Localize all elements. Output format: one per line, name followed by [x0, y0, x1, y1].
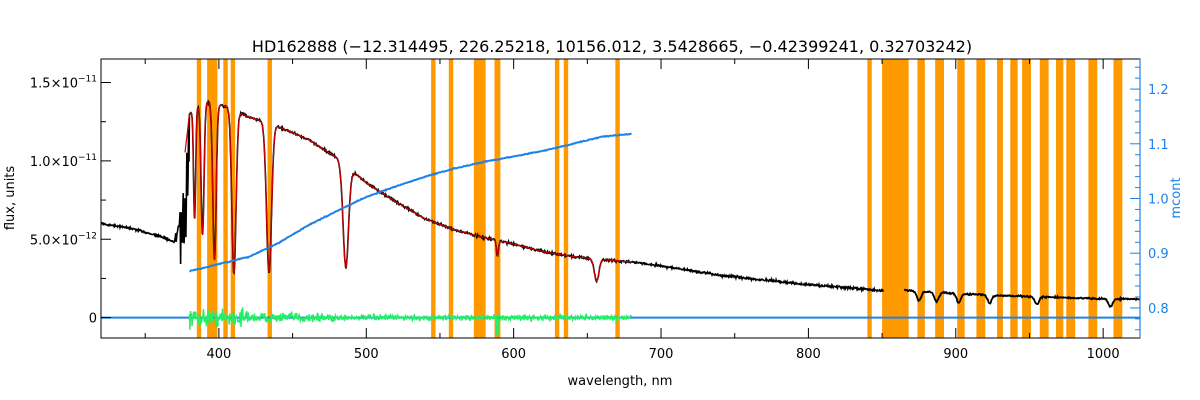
mcont-series [189, 132, 632, 273]
y-tick-label-2: 1.0×10−11 [30, 153, 97, 170]
x-tick-label-600: 600 [501, 347, 526, 362]
masked-region-19 [997, 59, 1003, 338]
y-tick-label-0: 0 [89, 312, 97, 327]
masked-region-14 [882, 59, 909, 338]
masked-region-8 [473, 59, 486, 338]
y-axis-title: flux, units [3, 166, 18, 231]
masked-region-2 [213, 59, 218, 338]
x-tick-label-800: 800 [796, 347, 821, 362]
masked-regions [196, 59, 1123, 338]
masked-region-13 [867, 59, 872, 338]
masked-region-1 [207, 59, 214, 338]
model-spectrum [184, 101, 632, 282]
masked-region-5 [267, 59, 272, 338]
masked-region-16 [935, 59, 944, 338]
chart-title: HD162888 (−12.314495, 226.25218, 10156.0… [252, 37, 972, 56]
masked-region-10 [554, 59, 560, 338]
y2-tick-label-0: 0.8 [1148, 302, 1169, 317]
masked-region-12 [615, 59, 620, 338]
y2-tick-label-1: 0.9 [1148, 247, 1169, 262]
x-tick-label-900: 900 [943, 347, 968, 362]
y2-tick-label-3: 1.1 [1148, 138, 1169, 153]
y2-tick-label-2: 1.0 [1148, 193, 1169, 208]
masked-region-6 [431, 59, 436, 338]
masked-region-17 [957, 59, 965, 338]
y-tick-label-3: 1.5×10−11 [30, 75, 97, 92]
y2-axis-title: mcont [1169, 177, 1184, 218]
masked-region-3 [223, 59, 228, 338]
masked-region-0 [196, 59, 202, 338]
x-tick-label-700: 700 [649, 347, 674, 362]
observed-spectrum-ir [903, 288, 1141, 309]
y2-tick-label-4: 1.2 [1148, 83, 1169, 98]
masked-region-26 [1113, 59, 1123, 338]
x-tick-label-1000: 1000 [1087, 347, 1120, 362]
masked-region-25 [1088, 59, 1098, 338]
data-series [100, 99, 1141, 336]
masked-region-24 [1066, 59, 1076, 338]
masked-region-20 [1010, 59, 1018, 338]
residual-series [188, 307, 633, 336]
masked-region-15 [917, 59, 925, 338]
masked-region-23 [1055, 59, 1064, 338]
x-tick-label-500: 500 [354, 347, 379, 362]
masked-region-21 [1022, 59, 1031, 338]
y-tick-label-1: 5.0×10−12 [30, 231, 97, 248]
x-axis-title: wavelength, nm [568, 374, 673, 389]
x-tick-label-400: 400 [206, 347, 231, 362]
masked-region-7 [448, 59, 454, 338]
masked-region-4 [230, 59, 236, 338]
masked-region-11 [563, 59, 569, 338]
axes: 400 500 600 700 800 900 1000 0 5.0×10−12 1.0×10−1… [30, 59, 1169, 362]
masked-region-9 [494, 59, 501, 338]
masked-region-18 [976, 59, 986, 338]
masked-region-22 [1039, 59, 1049, 338]
